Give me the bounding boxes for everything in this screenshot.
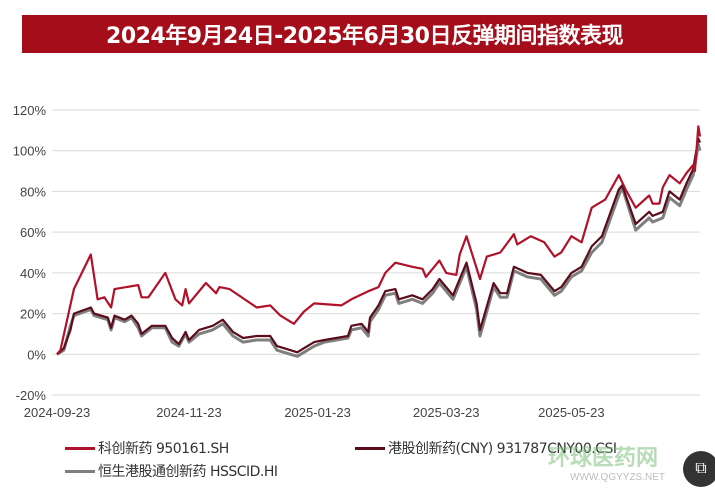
series-line-1 xyxy=(56,137,702,356)
y-tick-label: 80% xyxy=(20,184,46,199)
legend-item-hk-innovative: 港股创新药(CNY) 931787CNY00.CSI xyxy=(355,438,617,458)
legend-swatch xyxy=(65,446,95,450)
legend-item-hang-seng: 恒生港股通创新药 HSSCID.HI xyxy=(65,461,278,481)
legend-label: 科创新药 950161.SH xyxy=(98,441,229,457)
y-axis-ticks: -20% 0% 20% 40% 60% 80% 100% 120% xyxy=(13,103,47,403)
x-tick-label: 2025-03-23 xyxy=(413,405,480,420)
series-line-0 xyxy=(56,125,702,356)
x-tick-label: 2024-11-23 xyxy=(156,405,222,420)
x-tick-label: 2025-01-23 xyxy=(284,405,351,420)
x-tick-label: 2024-09-23 xyxy=(24,405,91,420)
legend-swatch xyxy=(65,469,95,473)
y-tick-label: -20% xyxy=(16,388,47,403)
legend-label: 恒生港股通创新药 HSSCID.HI xyxy=(98,464,278,480)
watermark: 环球医药网 WWW.QGYYZS.NET xyxy=(548,440,665,483)
y-tick-label: 20% xyxy=(20,307,46,322)
series-line-2 xyxy=(56,143,702,358)
chart-title: 2024年9月24日-2025年6月30日反弹期间指数表现 xyxy=(22,15,707,53)
grid-lines xyxy=(52,109,700,396)
y-tick-label: 100% xyxy=(13,144,47,159)
y-tick-label: 40% xyxy=(20,266,46,281)
series-lines xyxy=(56,125,702,358)
y-tick-label: 0% xyxy=(27,347,46,362)
x-tick-label: 2025-05-23 xyxy=(538,405,605,420)
watermark-url: WWW.QGYYZS.NET xyxy=(570,472,665,483)
y-tick-label: 60% xyxy=(20,225,46,240)
legend-label: 港股创新药(CNY) 931787CNY00.CSI xyxy=(388,441,617,457)
x-axis-ticks: 2024-09-23 2024-11-23 2025-01-23 2025-03-23… xyxy=(24,405,605,420)
share-image-icon[interactable]: ⧉ xyxy=(683,451,715,487)
legend-swatch xyxy=(355,446,385,450)
watermark-text: 环球医药网 xyxy=(548,446,659,471)
y-tick-label: 120% xyxy=(13,103,47,118)
legend-item-kechuang: 科创新药 950161.SH xyxy=(65,438,229,458)
